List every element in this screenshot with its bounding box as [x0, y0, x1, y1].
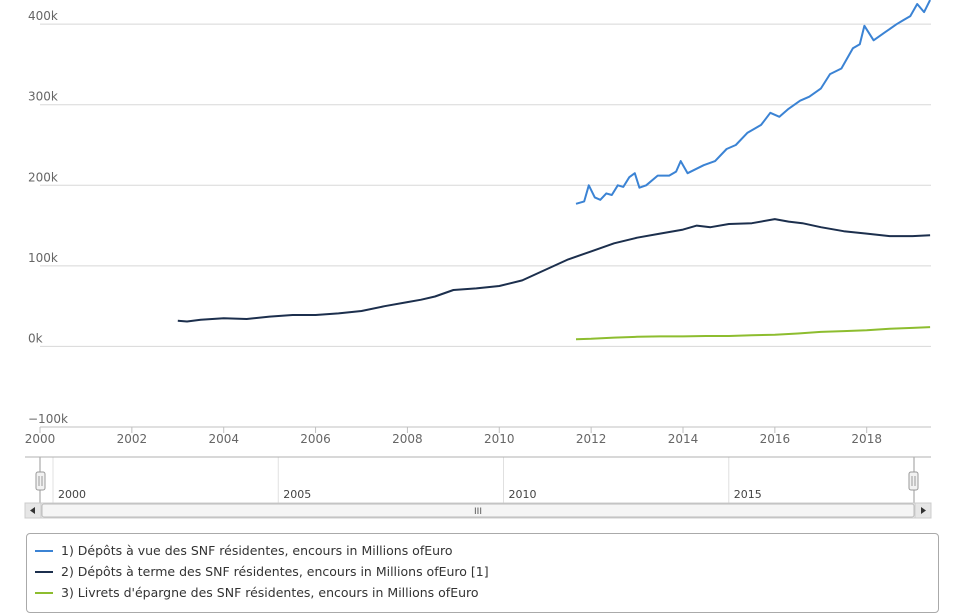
x-axis-ticks: 2000 2002 2004 2006 2008 2010 2012 2014 2016 2018	[25, 427, 882, 446]
x-tick-label: 2002	[117, 432, 148, 446]
navigator-tick-label: 2000	[58, 488, 86, 501]
navigator-tick-label: 2015	[734, 488, 762, 501]
x-tick-label: 2018	[851, 432, 882, 446]
y-tick-label: 0k	[28, 331, 43, 345]
scrollbar-grip: III	[474, 507, 482, 517]
x-tick-label: 2004	[208, 432, 239, 446]
y-axis-ticks: 400k 300k 200k 100k 0k −100k	[28, 9, 68, 426]
legend-label: 2) Dépôts à terme des SNF résidentes, en…	[61, 564, 489, 579]
navigator-tick-label: 2010	[509, 488, 537, 501]
y-tick-label: 100k	[28, 251, 58, 265]
y-tick-label: −100k	[28, 412, 68, 426]
x-tick-label: 2012	[576, 432, 607, 446]
x-tick-label: 2006	[300, 432, 331, 446]
series-line-3[interactable]	[575, 326, 931, 341]
navigator-tick-label: 2005	[283, 488, 311, 501]
legend-label: 3) Livrets d'épargne des SNF résidentes,…	[61, 585, 479, 600]
legend: 1) Dépôts à vue des SNF résidentes, enco…	[26, 533, 939, 613]
legend-label: 1) Dépôts à vue des SNF résidentes, enco…	[61, 543, 453, 558]
navigator-ticks: 2000 2005 2010 2015	[39, 457, 915, 503]
navigator-background	[25, 457, 931, 503]
y-tick-label: 400k	[28, 9, 58, 23]
legend-item-2[interactable]: 2) Dépôts à terme des SNF résidentes, en…	[35, 561, 938, 582]
y-tick-label: 300k	[28, 90, 58, 104]
x-tick-label: 2008	[392, 432, 423, 446]
plot-series	[177, 0, 931, 341]
legend-swatch	[35, 570, 53, 573]
legend-swatch	[35, 549, 53, 552]
y-tick-label: 200k	[28, 170, 58, 184]
legend-item-3[interactable]: 3) Livrets d'épargne des SNF résidentes,…	[35, 582, 938, 603]
scrollbar-thumb[interactable]	[41, 503, 915, 518]
navigator-handle-right[interactable]	[908, 471, 919, 491]
legend-swatch	[35, 591, 53, 594]
scrollbar-right-arrow[interactable]	[914, 502, 932, 519]
chart-canvas: 400k 300k 200k 100k 0k −100k 2000 2002 2004 2006…	[24, 0, 932, 519]
scrollbar-left-arrow[interactable]	[24, 502, 42, 519]
legend-item-1[interactable]: 1) Dépôts à vue des SNF résidentes, enco…	[35, 540, 938, 561]
x-tick-label: 2000	[25, 432, 56, 446]
x-tick-label: 2010	[484, 432, 515, 446]
navigator[interactable]: 2000 2005 2010 2015	[25, 456, 931, 504]
x-tick-label: 2016	[760, 432, 791, 446]
navigator-handle-left[interactable]	[35, 471, 46, 491]
x-tick-label: 2014	[668, 432, 699, 446]
grid-lines	[40, 23, 931, 428]
series-line-2[interactable]	[177, 218, 931, 323]
series-line-1[interactable]	[575, 0, 931, 205]
scrollbar[interactable]: III	[24, 502, 932, 519]
